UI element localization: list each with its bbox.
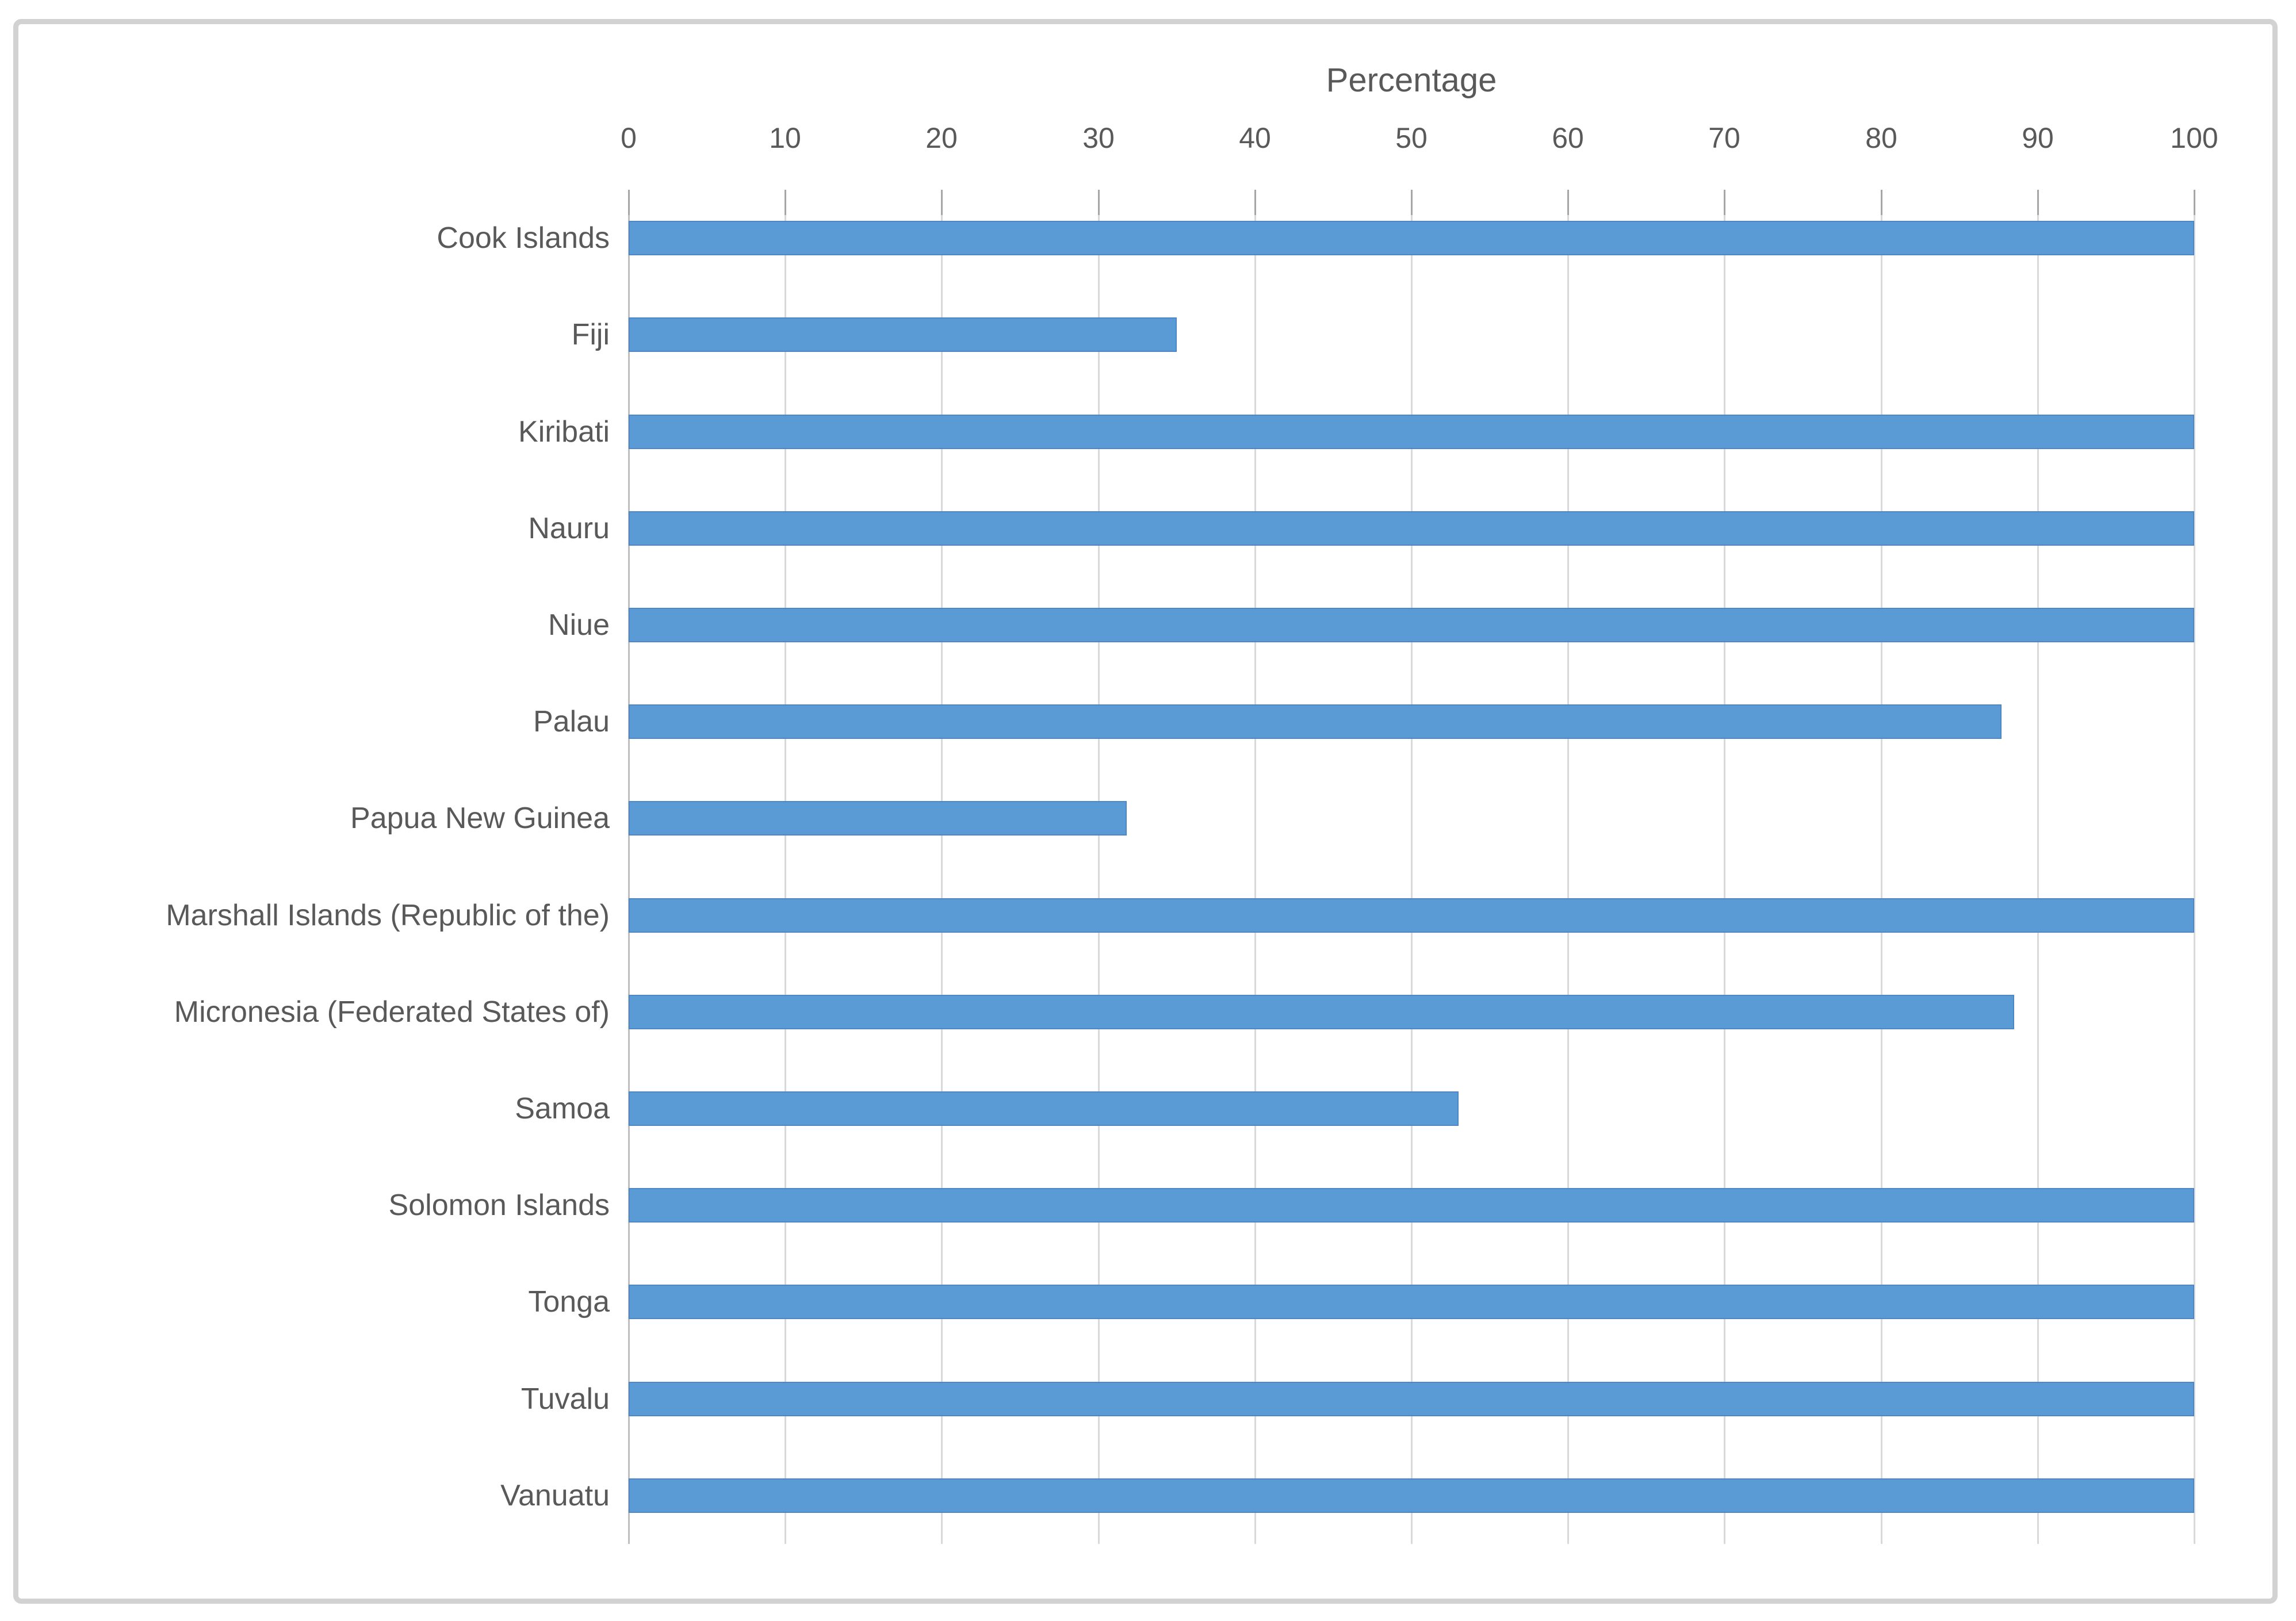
bar-cook-islands: [629, 221, 2194, 255]
gridline-30: [1098, 190, 1100, 1544]
gridline-70: [1724, 190, 1725, 1544]
tick-label-70: 70: [1708, 122, 1740, 154]
axis-tick-80: [1881, 190, 1882, 215]
axis-tick-0: [628, 190, 630, 215]
category-label-vanuatu: Vanuatu: [500, 1479, 610, 1512]
axis-tick-70: [1724, 190, 1725, 215]
bar-nauru: [629, 511, 2194, 546]
category-label-cook-islands: Cook Islands: [437, 221, 610, 255]
bar-niue: [629, 608, 2194, 642]
bar-tuvalu: [629, 1382, 2194, 1416]
tick-label-30: 30: [1082, 122, 1115, 154]
axis-tick-20: [941, 190, 943, 215]
gridline-60: [1567, 190, 1569, 1544]
category-label-samoa: Samoa: [515, 1092, 610, 1125]
tick-label-20: 20: [925, 122, 958, 154]
category-label-kiribati: Kiribati: [518, 415, 610, 449]
axis-tick-60: [1567, 190, 1569, 215]
bar-papua-new-guinea: [629, 801, 1127, 836]
chart-frame: [13, 19, 2278, 1604]
x-axis-title: Percentage: [1326, 62, 1497, 99]
category-label-marshall-islands-republic-of-the: Marshall Islands (Republic of the): [166, 899, 610, 932]
tick-label-90: 90: [2022, 122, 2054, 154]
tick-label-10: 10: [769, 122, 801, 154]
tick-label-60: 60: [1552, 122, 1584, 154]
tick-label-80: 80: [1865, 122, 1897, 154]
category-label-nauru: Nauru: [528, 512, 610, 545]
gridline-0: [628, 190, 630, 1544]
bar-micronesia-federated-states-of: [629, 995, 2014, 1029]
bar-palau: [629, 704, 2002, 739]
tick-label-50: 50: [1395, 122, 1428, 154]
category-label-papua-new-guinea: Papua New Guinea: [350, 802, 610, 835]
tick-label-100: 100: [2170, 122, 2218, 154]
bar-marshall-islands-republic-of-the: [629, 898, 2194, 933]
bar-solomon-islands: [629, 1188, 2194, 1223]
bar-vanuatu: [629, 1478, 2194, 1513]
axis-tick-100: [2194, 190, 2195, 215]
axis-tick-40: [1254, 190, 1256, 215]
category-label-tuvalu: Tuvalu: [521, 1382, 610, 1416]
category-label-solomon-islands: Solomon Islands: [388, 1189, 610, 1222]
bar-fiji: [629, 317, 1177, 352]
category-label-palau: Palau: [533, 705, 610, 738]
axis-tick-30: [1098, 190, 1100, 215]
category-label-tonga: Tonga: [528, 1285, 610, 1319]
axis-tick-10: [785, 190, 786, 215]
gridline-80: [1881, 190, 1882, 1544]
category-label-fiji: Fiji: [571, 318, 610, 351]
gridline-90: [2037, 190, 2039, 1544]
category-label-niue: Niue: [548, 608, 610, 642]
gridline-100: [2194, 190, 2195, 1544]
tick-label-0: 0: [621, 122, 637, 154]
gridline-10: [785, 190, 786, 1544]
gridline-40: [1254, 190, 1256, 1544]
gridline-20: [941, 190, 943, 1544]
tick-label-40: 40: [1239, 122, 1271, 154]
bar-samoa: [629, 1091, 1459, 1126]
axis-tick-50: [1411, 190, 1413, 215]
axis-tick-90: [2037, 190, 2039, 215]
bar-kiribati: [629, 415, 2194, 449]
bar-tonga: [629, 1285, 2194, 1319]
category-label-micronesia-federated-states-of: Micronesia (Federated States of): [174, 995, 610, 1029]
gridline-50: [1411, 190, 1413, 1544]
